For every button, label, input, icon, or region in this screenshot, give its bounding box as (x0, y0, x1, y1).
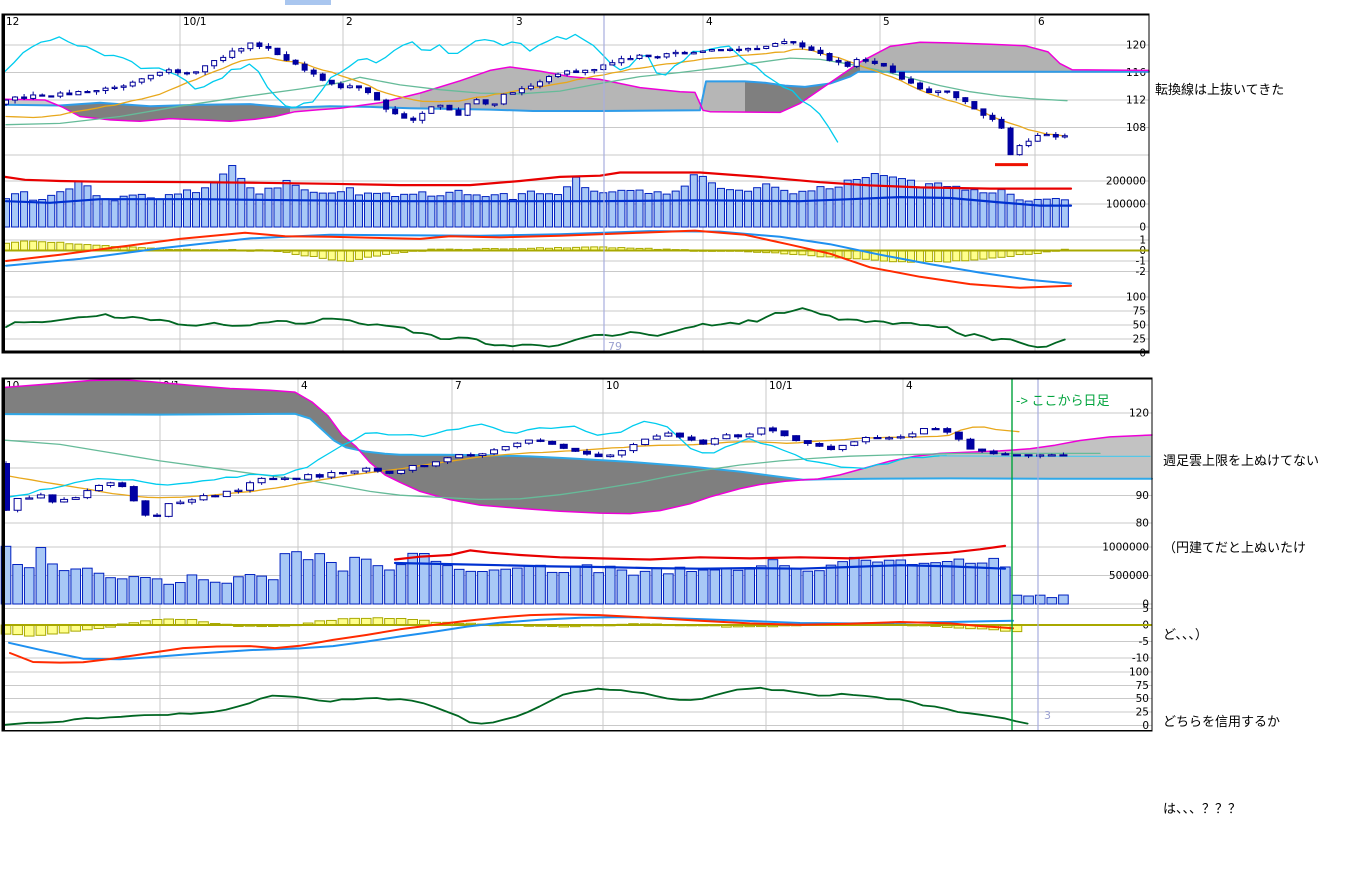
svg-text:4: 4 (301, 380, 308, 392)
svg-text:75: 75 (1136, 680, 1149, 692)
note-line: ど、、、） (1163, 627, 1208, 642)
window-fragment (285, 0, 331, 5)
annotation-daily-start-note: -> ここから日足 (1016, 393, 1110, 408)
svg-text:100: 100 (1129, 667, 1149, 679)
svg-text:25: 25 (1136, 707, 1149, 719)
svg-text:120: 120 (1126, 40, 1146, 52)
svg-text:4: 4 (706, 16, 713, 28)
charts-canvas: 120116112108200000100000010-1-2100755025… (0, 13, 1153, 732)
svg-text:50: 50 (1136, 693, 1149, 705)
svg-text:200000: 200000 (1106, 176, 1146, 188)
svg-text:100000: 100000 (1106, 199, 1146, 211)
svg-text:10/1: 10/1 (769, 380, 793, 392)
annotation-weekly-cloud-note: 週足雲上限を上ぬけてない （円建てだと上ぬいたけ ど、、、） どちらを信用するか… (1163, 388, 1319, 881)
svg-text:12: 12 (6, 16, 19, 28)
svg-text:-5: -5 (1139, 636, 1149, 648)
chart-workspace: 120116112108200000100000010-1-2100755025… (0, 0, 1319, 816)
svg-text:25: 25 (1133, 334, 1146, 346)
svg-text:108: 108 (1126, 122, 1146, 134)
svg-text:500000: 500000 (1109, 570, 1149, 582)
note-line: どちらを信用するか (1163, 714, 1281, 729)
svg-text:4: 4 (906, 380, 913, 392)
weekly-chart-region[interactable] (2, 378, 1152, 731)
svg-text:120: 120 (1129, 408, 1149, 420)
svg-text:100: 100 (1126, 292, 1146, 304)
svg-text:3: 3 (516, 16, 523, 28)
svg-text:112: 112 (1126, 95, 1146, 107)
svg-text:-10: -10 (1132, 653, 1149, 665)
svg-text:10: 10 (606, 380, 619, 392)
svg-text:10/1: 10/1 (183, 16, 207, 28)
svg-text:1000000: 1000000 (1102, 542, 1149, 554)
note-line: （円建てだと上ぬいたけ (1163, 540, 1307, 555)
svg-text:0: 0 (1142, 720, 1149, 732)
svg-text:0: 0 (1139, 222, 1146, 234)
svg-text:50: 50 (1133, 320, 1146, 332)
svg-text:3: 3 (1044, 709, 1051, 722)
note-line: は、、、？？？ (1163, 801, 1242, 816)
svg-text:90: 90 (1136, 490, 1149, 502)
svg-text:6: 6 (1038, 16, 1045, 28)
svg-text:0: 0 (1142, 599, 1149, 611)
svg-text:7: 7 (455, 380, 462, 392)
daily-chart-region[interactable] (2, 14, 1149, 353)
svg-text:-1: -1 (1136, 256, 1146, 268)
svg-text:80: 80 (1136, 518, 1149, 530)
annotation-tenkan-note: 転換線は上抜いてきた (1155, 82, 1285, 97)
svg-text:-2: -2 (1136, 266, 1146, 278)
svg-text:79: 79 (608, 340, 622, 353)
note-line: 週足雲上限を上ぬけてない (1163, 453, 1320, 468)
svg-text:5: 5 (883, 16, 890, 28)
svg-text:1: 1 (1139, 235, 1146, 247)
svg-text:5: 5 (1142, 603, 1149, 615)
svg-text:75: 75 (1133, 306, 1146, 318)
svg-text:2: 2 (346, 16, 353, 28)
